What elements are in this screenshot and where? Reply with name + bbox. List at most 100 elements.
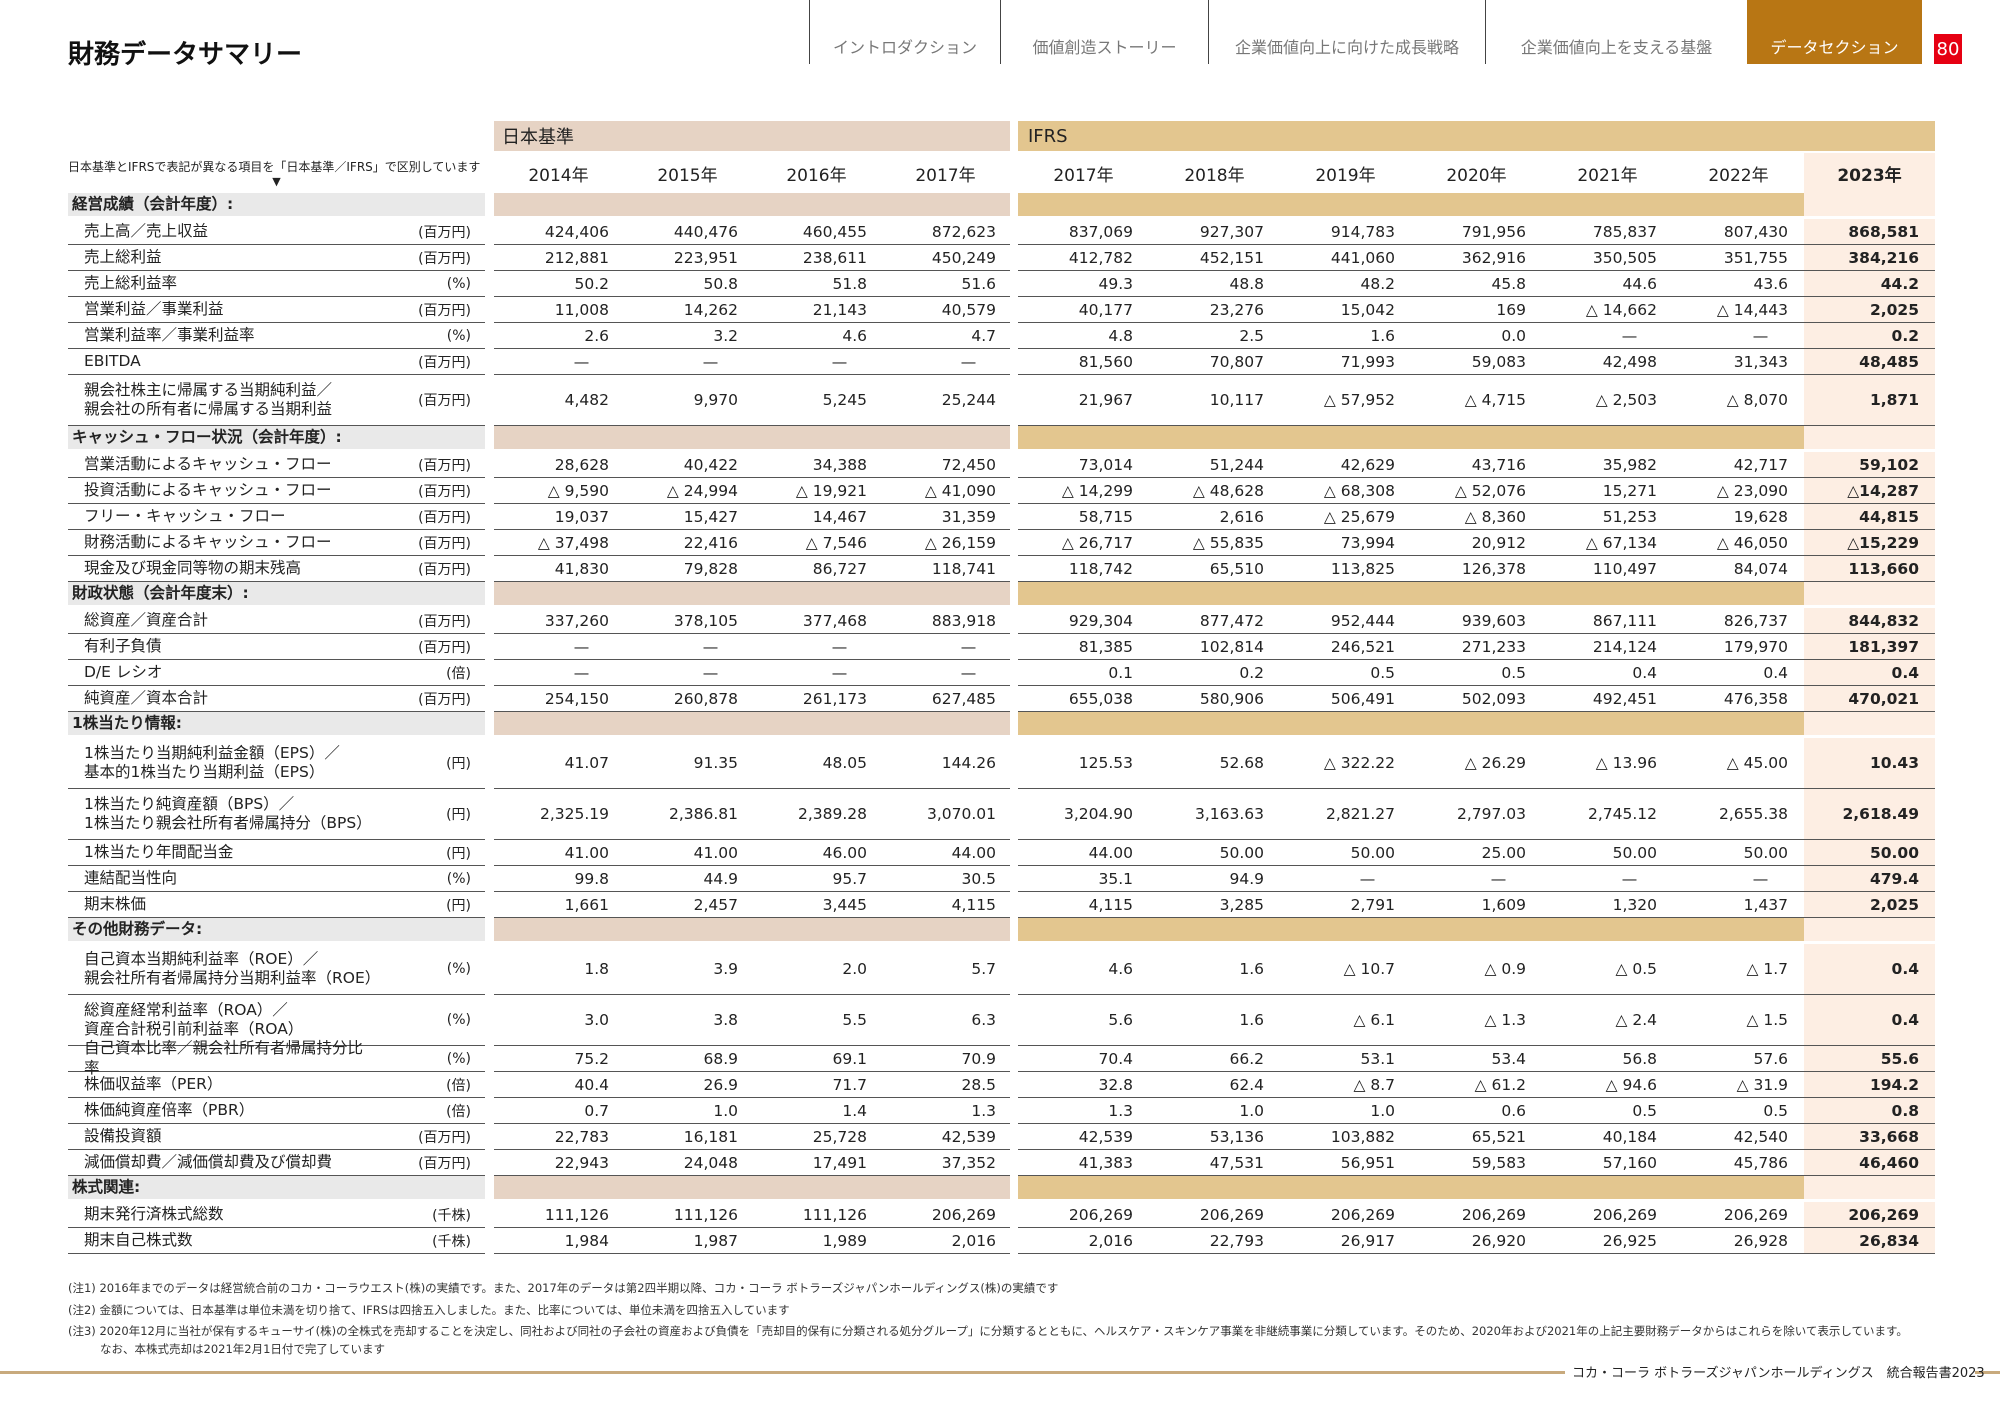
column-gap	[485, 789, 494, 840]
column-gap	[1010, 608, 1018, 634]
ifrs-value: 791,956	[1411, 219, 1542, 245]
jp-value: 1,987	[623, 1228, 752, 1254]
ifrs-value: 26,917	[1280, 1228, 1411, 1254]
jp-value: 34,388	[752, 452, 881, 478]
section-title: キャッシュ・フロー状況（会計年度）:	[68, 426, 485, 452]
header-spacer	[68, 121, 494, 151]
ifrs-value: 47,531	[1149, 1150, 1280, 1176]
ifrs-value: 2,016	[1018, 1228, 1149, 1254]
value-2023: 0.4	[1804, 944, 1935, 995]
ifrs-value: 103,882	[1280, 1124, 1411, 1150]
ifrs-value: 1.6	[1149, 995, 1280, 1046]
column-gap	[1010, 944, 1018, 995]
ifrs-value: 476,358	[1673, 686, 1804, 712]
ifrs-value: 362,916	[1411, 245, 1542, 271]
ifrs-value: 84,074	[1673, 556, 1804, 582]
ifrs-value: △ 8.7	[1280, 1072, 1411, 1098]
jp-value: 9,970	[623, 375, 752, 426]
column-gap	[1010, 452, 1018, 478]
jp-value: 3.9	[623, 944, 752, 995]
column-gap	[1010, 219, 1018, 245]
ifrs-value: 914,783	[1280, 219, 1411, 245]
ifrs-value: 40,184	[1542, 1124, 1673, 1150]
table-row: 期末発行済株式総数 (千株) 111,126 111,126 111,126 206,26…	[68, 1202, 1935, 1228]
jp-value: 4,115	[881, 892, 1010, 918]
nav-tab[interactable]: 価値創造ストーリー	[1000, 0, 1208, 64]
jp-value: 440,476	[623, 219, 752, 245]
ifrs-value: 10,117	[1149, 375, 1280, 426]
row-label: 現金及び現金同等物の期末残高	[68, 556, 378, 582]
jp-gaap-band	[494, 193, 1010, 219]
ifrs-value: 48.2	[1280, 271, 1411, 297]
ifrs-value: 350,505	[1542, 245, 1673, 271]
ifrs-value: △ 1.3	[1411, 995, 1542, 1046]
column-gap	[1010, 1176, 1018, 1202]
year-header: 2017年	[1053, 165, 1114, 186]
jp-value: 22,783	[494, 1124, 623, 1150]
section-header-row: 株式関連:	[68, 1176, 1935, 1202]
section-header-row: キャッシュ・フロー状況（会計年度）:	[68, 426, 1935, 452]
row-label: 総資産／資産合計	[68, 608, 378, 634]
nav-tab[interactable]: データセクション	[1747, 0, 1922, 64]
ifrs-value: 206,269	[1280, 1202, 1411, 1228]
row-label-line1: 総資産経常利益率（ROA）／	[84, 1000, 288, 1019]
row-unit: (%)	[378, 323, 485, 349]
jp-value: 14,467	[752, 504, 881, 530]
column-gap	[1010, 193, 1018, 219]
value-2023: 0.4	[1804, 660, 1935, 686]
table-row: 自己資本当期純利益率（ROE）／ 親会社所有者帰属持分当期利益率（ROE） (%) 1…	[68, 944, 1935, 995]
ifrs-value: 53.4	[1411, 1046, 1542, 1072]
row-label: 財務活動によるキャッシュ・フロー	[68, 530, 378, 556]
jp-value: 3.0	[494, 995, 623, 1046]
ifrs-value: 2.5	[1149, 323, 1280, 349]
ifrs-value: 0.4	[1673, 660, 1804, 686]
column-gap	[485, 556, 494, 582]
nav-tab[interactable]: 企業価値向上に向けた成長戦略	[1208, 0, 1485, 64]
row-label: 期末株価	[68, 892, 378, 918]
ifrs-band	[1018, 193, 1935, 219]
nav-tab[interactable]: イントロダクション	[809, 0, 1000, 64]
jp-value: 5.7	[881, 944, 1010, 995]
section-header-row: 1株当たり情報:	[68, 712, 1935, 738]
row-label: 減価償却費／減価償却費及び償却費	[68, 1150, 378, 1176]
ifrs-value: 113,825	[1280, 556, 1411, 582]
value-2023: 181,397	[1804, 634, 1935, 660]
ifrs-value: 73,014	[1018, 452, 1149, 478]
jp-value: —	[881, 349, 1010, 375]
row-label: 営業利益／事業利益	[68, 297, 378, 323]
table-row: 財務活動によるキャッシュ・フロー (百万円) △ 37,498 22,416 △ 7,5…	[68, 530, 1935, 556]
ifrs-value: 452,151	[1149, 245, 1280, 271]
ifrs-value: △ 13.96	[1542, 738, 1673, 789]
column-gap	[485, 452, 494, 478]
jp-value: 21,143	[752, 297, 881, 323]
row-unit: (%)	[378, 1046, 485, 1072]
jp-value: 68.9	[623, 1046, 752, 1072]
row-label: 1株当たり純資産額（BPS）／ 1株当たり親会社所有者帰属持分（BPS）	[68, 789, 378, 840]
column-gap	[1010, 660, 1018, 686]
column-gap	[485, 271, 494, 297]
row-unit: (百万円)	[378, 1124, 485, 1150]
ifrs-value: 214,124	[1542, 634, 1673, 660]
column-gap	[1010, 504, 1018, 530]
jp-value: 3.8	[623, 995, 752, 1046]
jp-value: 3.2	[623, 323, 752, 349]
ifrs-value: 502,093	[1411, 686, 1542, 712]
table-row: 有利子負債 (百万円) — — — —81,385 102,814 246,521 271,23…	[68, 634, 1935, 660]
ifrs-value: 0.5	[1411, 660, 1542, 686]
row-unit: (円)	[378, 892, 485, 918]
jp-value: 41,830	[494, 556, 623, 582]
nav-tab[interactable]: 企業価値向上を支える基盤	[1485, 0, 1747, 64]
ifrs-value: 15,271	[1542, 478, 1673, 504]
footnote: なお、本株式売却は2021年2月1日付で完了しています	[100, 1342, 386, 1356]
jp-value: 337,260	[494, 608, 623, 634]
value-2023: 384,216	[1804, 245, 1935, 271]
jp-value: 424,406	[494, 219, 623, 245]
jp-value: △ 7,546	[752, 530, 881, 556]
ifrs-value: △ 45.00	[1673, 738, 1804, 789]
highlight-2023-band	[1804, 712, 1935, 735]
column-gap	[485, 840, 494, 866]
jp-value: 1.3	[881, 1098, 1010, 1124]
section-title: 1株当たり情報:	[68, 712, 485, 738]
ifrs-value: 42,717	[1673, 452, 1804, 478]
jp-value: 254,150	[494, 686, 623, 712]
